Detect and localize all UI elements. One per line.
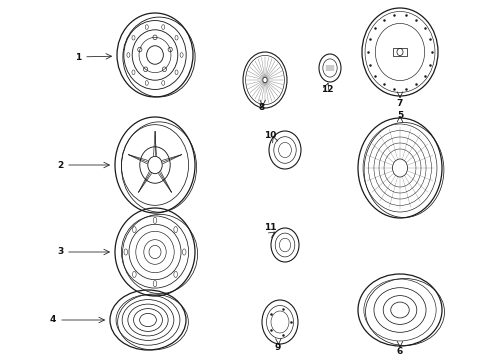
Text: 12: 12 xyxy=(321,85,333,94)
Text: 1: 1 xyxy=(75,53,81,62)
Text: 3: 3 xyxy=(57,248,63,256)
Text: 5: 5 xyxy=(397,111,403,120)
Text: 4: 4 xyxy=(50,315,56,324)
Text: 10: 10 xyxy=(264,130,276,139)
Text: 9: 9 xyxy=(275,343,281,352)
Text: 8: 8 xyxy=(259,104,265,112)
Text: 6: 6 xyxy=(397,347,403,356)
Text: 11: 11 xyxy=(264,224,276,233)
Text: 7: 7 xyxy=(397,99,403,108)
Text: 2: 2 xyxy=(57,161,63,170)
